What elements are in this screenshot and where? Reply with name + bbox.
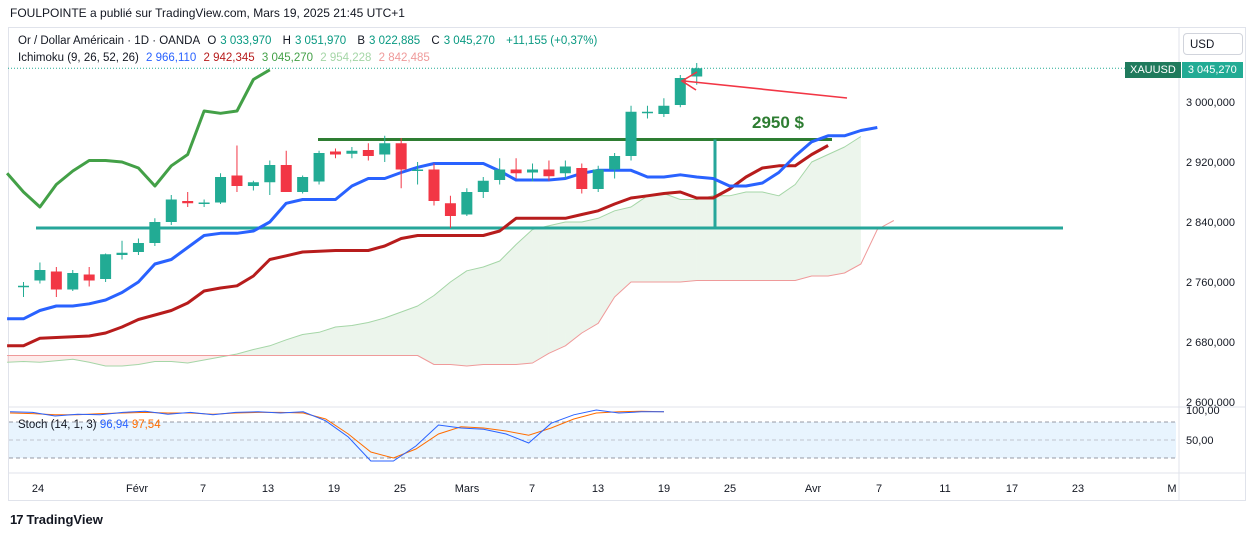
chart-frame[interactable]: [8, 27, 1246, 501]
kijun-value: 2 942,345: [203, 52, 255, 64]
last-price-tag: XAUUSD 3 045,270: [1125, 62, 1243, 78]
close-value: 3 045,270: [443, 35, 495, 47]
tradingview-brand: TradingView: [26, 512, 103, 527]
ichimoku-label: Ichimoku (9, 26, 52, 26): [18, 52, 139, 64]
price-tag-symbol: XAUUSD: [1125, 62, 1181, 78]
tradingview-logo-icon: 17: [10, 512, 24, 527]
chikou-value: 3 045,270: [261, 52, 314, 64]
publish-caption: FOULPOINTE a publié sur TradingView.com,…: [10, 6, 405, 20]
senkou-a-value: 2 954,228: [320, 52, 372, 64]
symbol-name: Or / Dollar Américain · 1D · OANDA: [18, 35, 201, 47]
price-tag-value: 3 045,270: [1181, 62, 1243, 78]
change-value: +11,155 (+0,37%): [506, 35, 598, 47]
tenkan-value: 2 966,110: [146, 52, 197, 64]
currency-button[interactable]: USD: [1183, 33, 1243, 55]
senkou-b-value: 2 842,485: [378, 52, 430, 64]
open-value: 3 033,970: [220, 35, 272, 47]
tradingview-logo[interactable]: 17 TradingView: [10, 512, 103, 527]
low-value: 3 022,885: [369, 35, 421, 47]
ichimoku-legend: Ichimoku (9, 26, 52, 26) 2 966,110 2 942…: [18, 52, 434, 64]
high-value: 3 051,970: [294, 35, 347, 47]
